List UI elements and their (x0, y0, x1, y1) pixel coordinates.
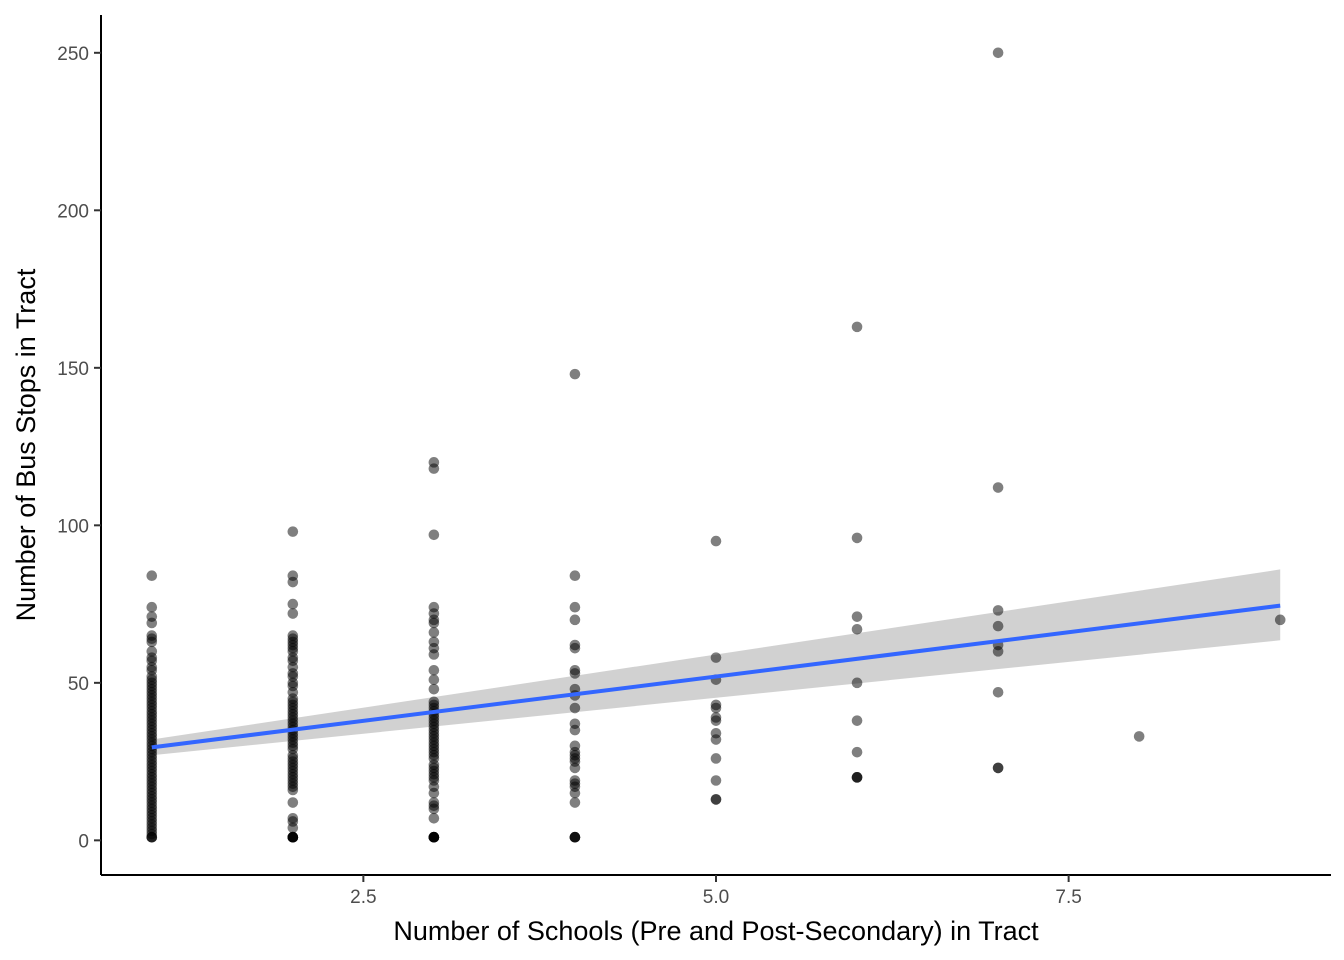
data-point (851, 532, 863, 544)
data-point (287, 576, 299, 588)
data-point (287, 608, 299, 619)
data-point (710, 702, 722, 714)
data-point (287, 784, 299, 796)
data-point (287, 797, 299, 808)
data-point (710, 734, 722, 745)
x-tick-label: 7.5 (1055, 887, 1081, 908)
data-point (428, 831, 440, 843)
y-axis-title: Number of Bus Stops in Tract (11, 268, 41, 621)
data-point (710, 535, 722, 547)
data-point (992, 482, 1004, 493)
data-point (428, 812, 440, 824)
data-point (146, 601, 158, 613)
axes (100, 15, 1331, 876)
data-point (992, 686, 1004, 698)
fit-line-layer (151, 603, 1281, 750)
data-point (428, 683, 440, 695)
data-point (428, 664, 440, 676)
data-point (569, 601, 581, 613)
x-tick-label: 2.5 (350, 887, 376, 908)
data-point (992, 620, 1004, 632)
data-point (428, 649, 440, 660)
data-point (428, 627, 440, 638)
data-point (992, 762, 1004, 774)
data-point (146, 636, 158, 648)
data-point (287, 831, 299, 843)
data-point (569, 787, 581, 799)
data-point (710, 775, 722, 786)
data-point (428, 787, 440, 799)
data-point (569, 762, 581, 774)
data-point (287, 598, 299, 610)
data-point (992, 605, 1004, 616)
y-tick-label: 100 (57, 516, 89, 537)
data-point (851, 611, 863, 622)
data-point (851, 772, 863, 783)
data-point (428, 529, 440, 541)
data-point (428, 674, 440, 685)
data-point (287, 526, 299, 537)
data-point (146, 617, 158, 629)
data-point (851, 623, 863, 635)
ticks: 2.5 5.0 7.5 0 50 100 150 200 250 (57, 44, 1082, 908)
data-point (569, 570, 581, 582)
data-point (569, 642, 581, 654)
data-point (569, 368, 581, 380)
points-layer (146, 47, 1286, 843)
data-point (428, 617, 440, 629)
data-point (851, 321, 863, 333)
y-tick-label: 200 (57, 201, 89, 222)
data-point (146, 570, 158, 582)
data-point (851, 746, 863, 758)
data-point (569, 668, 581, 679)
data-point (1274, 614, 1286, 626)
data-point (851, 715, 863, 726)
x-tick-label: 5.0 (703, 887, 729, 908)
data-point (146, 831, 158, 843)
y-tick-label: 50 (68, 674, 89, 695)
data-point (569, 614, 581, 626)
data-point (569, 831, 581, 843)
data-point (992, 646, 1004, 657)
data-point (851, 677, 863, 689)
y-tick-label: 250 (57, 44, 89, 65)
data-point (569, 702, 581, 714)
y-tick-label: 150 (57, 359, 89, 380)
data-point (992, 47, 1004, 59)
fit-line (151, 603, 1281, 750)
data-point (569, 797, 581, 808)
y-tick-label: 0 (78, 831, 89, 852)
x-axis-title: Number of Schools (Pre and Post-Secondar… (393, 916, 1039, 946)
data-point (287, 822, 299, 834)
data-point (428, 463, 440, 474)
data-point (710, 652, 722, 663)
data-point (710, 794, 722, 805)
data-point (1133, 731, 1145, 742)
data-point (710, 753, 722, 764)
data-point (428, 803, 440, 815)
data-point (710, 715, 722, 726)
data-point (569, 724, 581, 736)
